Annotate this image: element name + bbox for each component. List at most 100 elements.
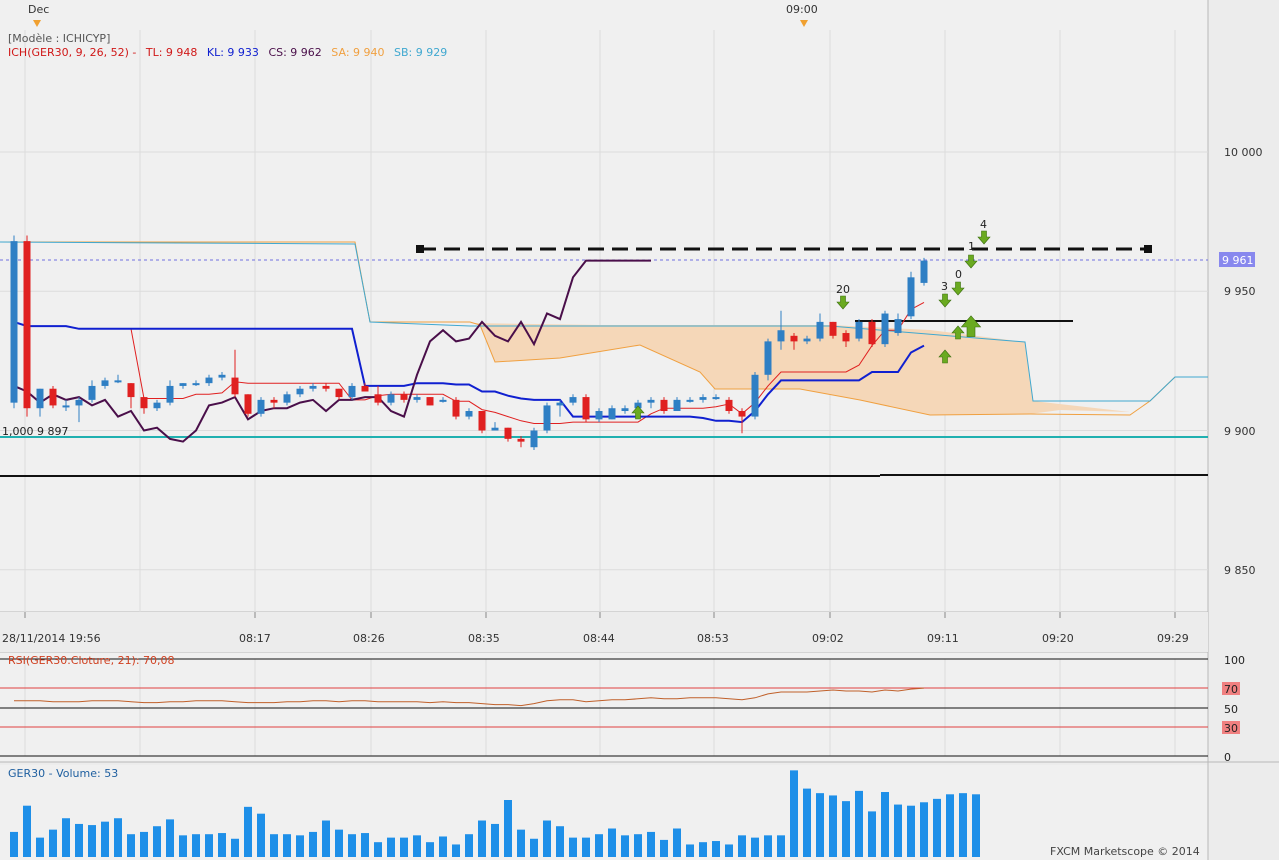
candle[interactable] [36, 388, 44, 417]
candle-body [608, 408, 616, 420]
candle[interactable] [153, 399, 161, 412]
candle[interactable] [426, 397, 434, 406]
candle[interactable] [62, 399, 70, 412]
candle[interactable] [530, 427, 538, 450]
candle[interactable] [816, 313, 824, 342]
candle[interactable] [673, 397, 681, 412]
candle[interactable] [608, 405, 616, 420]
candle[interactable] [335, 388, 343, 400]
candle[interactable] [10, 235, 18, 409]
candle[interactable] [452, 397, 460, 420]
candle[interactable] [920, 257, 928, 286]
volume-bar [608, 828, 616, 857]
candle[interactable] [309, 383, 317, 392]
candle[interactable] [855, 319, 863, 342]
candle[interactable] [517, 436, 525, 448]
candle[interactable] [725, 397, 733, 414]
candle[interactable] [127, 383, 135, 409]
volume-bar [543, 820, 551, 857]
time-tick-label: 09:20 [1042, 632, 1074, 645]
candle[interactable] [218, 372, 226, 381]
time-tick-label: 08:35 [468, 632, 500, 645]
candle[interactable] [205, 374, 213, 386]
candle[interactable] [322, 383, 330, 392]
candle[interactable] [881, 310, 889, 347]
candle[interactable] [738, 408, 746, 434]
candle[interactable] [504, 427, 512, 442]
price-tick: 9 850 [1224, 564, 1256, 577]
candle[interactable] [23, 235, 31, 417]
candle[interactable] [894, 313, 902, 336]
candle[interactable] [270, 397, 278, 409]
candle[interactable] [803, 335, 811, 345]
candle-body [725, 399, 733, 412]
candle[interactable] [374, 385, 382, 406]
candle[interactable] [101, 377, 109, 389]
signal-count-label: 3 [941, 280, 948, 293]
candle-body [335, 388, 343, 398]
volume-bar [530, 838, 538, 857]
volume-bar [855, 790, 863, 857]
sa-value: SA: 9 940 [331, 46, 384, 59]
candle[interactable] [478, 411, 486, 434]
candle[interactable] [179, 383, 187, 389]
candle[interactable] [699, 394, 707, 403]
candle[interactable] [166, 380, 174, 406]
candle[interactable] [621, 405, 629, 414]
rsi-line [14, 687, 925, 707]
candle[interactable] [348, 383, 356, 400]
resistance-handle-left[interactable] [416, 245, 424, 253]
candle[interactable] [387, 391, 395, 406]
candle[interactable] [582, 394, 590, 423]
rsi-panel[interactable] [0, 652, 1208, 762]
volume-bar [621, 835, 629, 857]
candle[interactable] [829, 321, 837, 339]
candle[interactable] [465, 408, 473, 420]
candle[interactable] [88, 380, 96, 403]
candle-body [543, 405, 551, 431]
volume-panel[interactable] [0, 765, 1208, 860]
candle[interactable] [595, 408, 603, 423]
candle[interactable] [361, 383, 369, 392]
price-levels [0, 245, 1208, 477]
price-panel[interactable] [0, 0, 1208, 612]
price-axis-panel[interactable] [1208, 0, 1279, 860]
volume-bar [478, 820, 486, 857]
candle[interactable] [569, 394, 577, 406]
candle[interactable] [751, 372, 759, 420]
candle[interactable] [400, 391, 408, 403]
candle[interactable] [647, 397, 655, 409]
candle[interactable] [868, 319, 876, 347]
candle[interactable] [231, 349, 239, 398]
candle[interactable] [114, 374, 122, 384]
candle[interactable] [907, 271, 915, 320]
candle[interactable] [439, 397, 447, 403]
candle[interactable] [660, 397, 668, 414]
candle[interactable] [49, 385, 57, 409]
rsi-axis-100: 100 [1224, 654, 1245, 667]
candle-body [62, 405, 70, 408]
candle[interactable] [491, 422, 499, 431]
candle[interactable] [140, 397, 148, 414]
candle[interactable] [296, 385, 304, 398]
candle[interactable] [75, 397, 83, 423]
resistance-handle-right[interactable] [1144, 245, 1152, 253]
candle[interactable] [686, 397, 694, 403]
signal-arrows: 20 30 14 [631, 218, 991, 420]
candle[interactable] [764, 338, 772, 381]
candle[interactable] [283, 391, 291, 406]
candle[interactable] [777, 310, 785, 350]
candle-body [361, 385, 369, 392]
candle[interactable] [192, 380, 200, 386]
candle[interactable] [413, 394, 421, 403]
cs-value: CS: 9 962 [268, 46, 321, 59]
candle[interactable] [556, 399, 564, 417]
candle[interactable] [543, 402, 551, 434]
candle[interactable] [257, 397, 265, 417]
candle[interactable] [790, 333, 798, 350]
candle-body [491, 427, 499, 431]
candle[interactable] [842, 330, 850, 347]
candle[interactable] [244, 394, 252, 417]
candle[interactable] [712, 394, 720, 400]
